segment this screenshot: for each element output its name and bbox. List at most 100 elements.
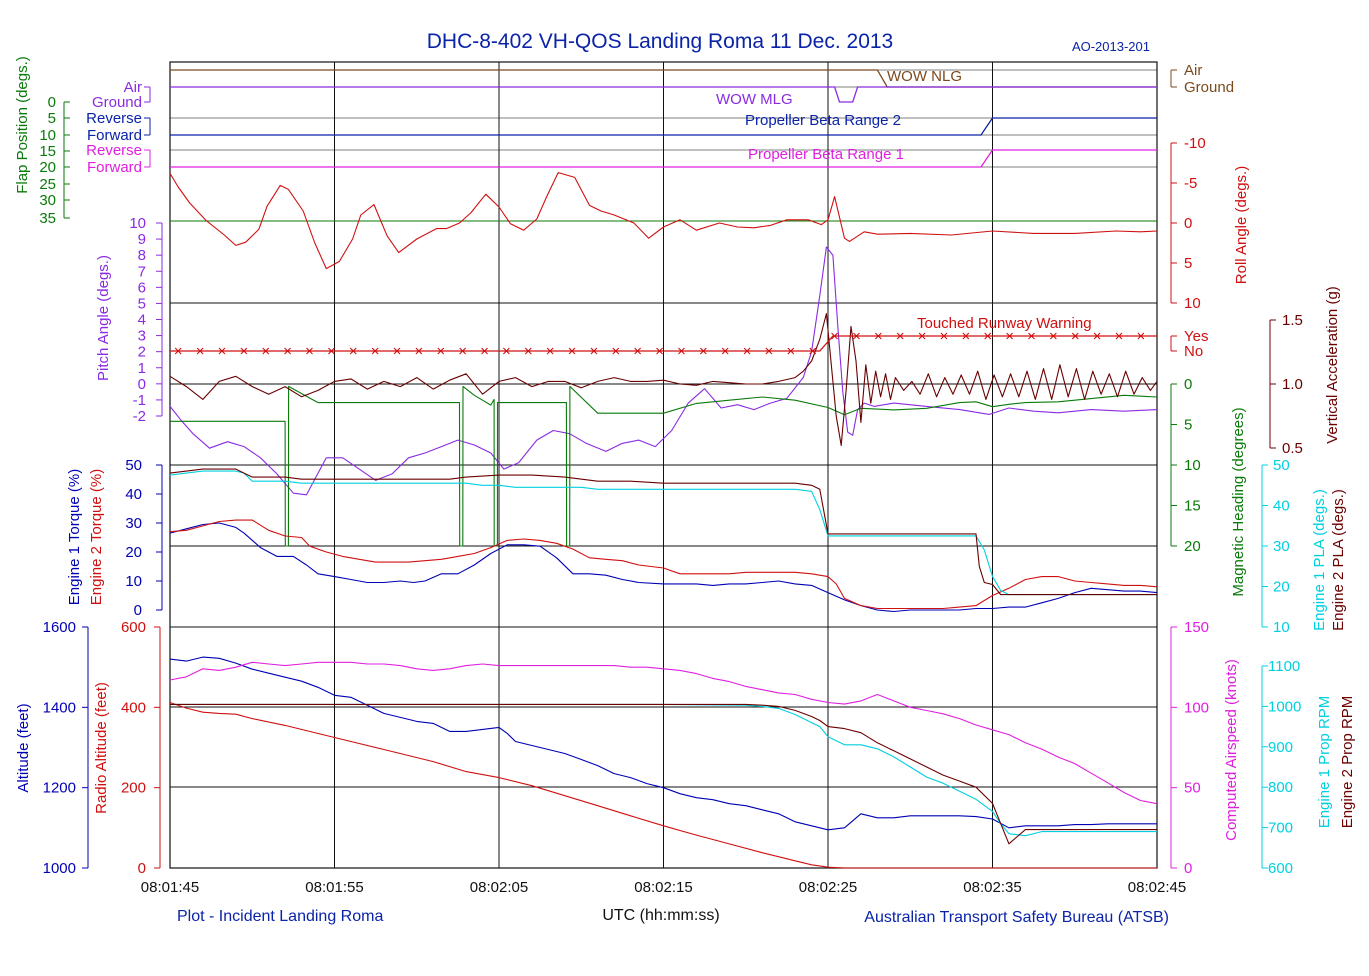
flap-axis-title: Flap Position (degs.) bbox=[14, 56, 31, 194]
runway-warning-marker bbox=[1093, 332, 1101, 340]
pitch-tick-label: -2 bbox=[133, 408, 146, 425]
flap-tick-label: 35 bbox=[39, 210, 56, 227]
pla-tick-label: 50 bbox=[1273, 457, 1290, 474]
runway-warning-marker bbox=[699, 347, 707, 355]
plot-frame bbox=[169, 61, 1158, 869]
vacc-tick-label: 1.5 bbox=[1282, 312, 1303, 329]
runway-warning-marker bbox=[787, 347, 795, 355]
x-tick-label: 08:02:25 bbox=[799, 879, 857, 896]
altitude-tick-label: 1600 bbox=[43, 619, 76, 636]
runway-warning-marker bbox=[1115, 332, 1123, 340]
beta1-trace bbox=[170, 149, 1157, 168]
runway-warning-marker bbox=[174, 347, 182, 355]
x-tick-label: 08:02:15 bbox=[634, 879, 692, 896]
runway-warning-marker bbox=[349, 347, 357, 355]
runway-warning-marker bbox=[546, 347, 554, 355]
cas-tick-label: 150 bbox=[1184, 619, 1209, 636]
footer-left: Plot - Incident Landing Roma bbox=[177, 908, 383, 925]
engine2-rpm-axis-title: Engine 2 Prop RPM bbox=[1339, 696, 1356, 829]
torque-tick-label: 0 bbox=[134, 602, 142, 619]
series-engine-1-torque bbox=[169, 522, 1158, 613]
footer-right: Australian Transport Safety Bureau (ATSB… bbox=[864, 909, 1169, 926]
cas-tick-label: 0 bbox=[1184, 860, 1192, 877]
roll-tick-label: 10 bbox=[1184, 295, 1201, 312]
beta2-state-label: Forward bbox=[87, 127, 142, 144]
pla-tick-label: 40 bbox=[1273, 498, 1290, 515]
runway-warning-marker bbox=[503, 347, 510, 355]
report-id: AO-2013-201 bbox=[1072, 39, 1150, 54]
flap-tick-label: 30 bbox=[39, 192, 56, 209]
rpm-tick-label: 900 bbox=[1268, 739, 1293, 756]
heading-tick-label: 0 bbox=[1184, 376, 1192, 393]
rpm-tick-label: 700 bbox=[1268, 820, 1293, 837]
series-layer bbox=[169, 172, 1158, 869]
wow-nlg-state-label: Air bbox=[1184, 62, 1202, 79]
engine1-torque-axis-title: Engine 1 Torque (%) bbox=[66, 469, 83, 605]
runway-warning-marker bbox=[721, 347, 729, 355]
runway-warning-state-label: Yes bbox=[1184, 328, 1208, 345]
runway-warning-marker bbox=[765, 347, 773, 355]
runway-warning-marker bbox=[590, 347, 598, 355]
runway-warning-marker bbox=[1006, 332, 1013, 340]
x-tick-label: 08:02:05 bbox=[470, 879, 528, 896]
runway-warning-marker bbox=[634, 347, 642, 355]
engine1-pla-axis-title: Engine 1 PLA (degs.) bbox=[1311, 489, 1328, 631]
series-engine-2-pla bbox=[169, 468, 1157, 596]
pla-tick-label: 30 bbox=[1273, 538, 1290, 555]
beta1-name: Propeller Beta Range 1 bbox=[748, 146, 904, 163]
runway-warning-marker bbox=[524, 347, 532, 355]
series-vertical-acceleration bbox=[169, 313, 1158, 446]
wow-nlg-state-label: Ground bbox=[1184, 79, 1234, 96]
pitch-tick-label: 9 bbox=[138, 231, 146, 248]
runway-warning-marker bbox=[853, 332, 860, 340]
runway-warning-trace bbox=[170, 335, 1157, 352]
beta1-state-label: Reverse bbox=[86, 142, 142, 159]
radalt-axis-title: Radio Altitude (feet) bbox=[93, 682, 110, 814]
roll-axis-title: Roll Angle (degs.) bbox=[1233, 166, 1250, 284]
runway-warning-marker bbox=[459, 347, 467, 355]
runway-warning-marker bbox=[306, 347, 313, 355]
series-roll-angle bbox=[169, 172, 1158, 270]
runway-warning-marker bbox=[327, 347, 335, 355]
roll-tick-label: 5 bbox=[1184, 255, 1192, 272]
runway-warning-name: Touched Runway Warning bbox=[917, 315, 1092, 332]
altitude-tick-label: 1400 bbox=[43, 699, 76, 716]
series-pitch-angle bbox=[169, 246, 1158, 496]
series-engine-2-prop-rpm bbox=[170, 703, 1157, 845]
torque-tick-label: 40 bbox=[125, 486, 142, 503]
vacc-tick-label: 1.0 bbox=[1282, 376, 1303, 393]
heading-tick-label: 15 bbox=[1184, 498, 1201, 515]
wow-mlg-name: WOW MLG bbox=[716, 91, 793, 108]
runway-warning-marker bbox=[809, 347, 817, 355]
x-tick-label: 08:02:35 bbox=[963, 879, 1021, 896]
pitch-tick-label: 0 bbox=[138, 376, 146, 393]
pitch-tick-label: -1 bbox=[133, 392, 146, 409]
series-altitude bbox=[169, 656, 1157, 831]
pitch-tick-label: 8 bbox=[138, 247, 146, 264]
flap-tick-label: 10 bbox=[39, 127, 56, 144]
pitch-tick-label: 4 bbox=[138, 312, 146, 329]
axes-layer: 08:01:45 08:01:55 08:02:05 08:02:15 08:02:25… bbox=[14, 56, 1356, 896]
runway-warning-marker bbox=[984, 332, 992, 340]
heading-tick-label: 20 bbox=[1184, 538, 1201, 555]
engine2-torque-axis-title: Engine 2 Torque (%) bbox=[88, 469, 105, 605]
rpm-tick-label: 600 bbox=[1268, 860, 1293, 877]
series-engine-2-torque bbox=[169, 519, 1158, 610]
runway-warning-marker bbox=[437, 347, 445, 355]
radalt-tick-label: 0 bbox=[138, 860, 146, 877]
runway-warning-marker bbox=[371, 347, 379, 355]
runway-warning-marker bbox=[1071, 332, 1079, 340]
runway-warning-marker bbox=[218, 347, 226, 355]
runway-warning-marker bbox=[1137, 332, 1145, 340]
x-tick-label: 08:01:55 bbox=[305, 879, 363, 896]
wow-mlg-state-label: Ground bbox=[92, 94, 142, 111]
engine2-pla-axis-title: Engine 2 PLA (degs.) bbox=[1330, 489, 1347, 631]
engine1-rpm-axis-title: Engine 1 Prop RPM bbox=[1316, 696, 1333, 829]
beta2-name: Propeller Beta Range 2 bbox=[745, 112, 901, 129]
pitch-tick-label: 7 bbox=[138, 263, 146, 280]
radalt-tick-label: 400 bbox=[121, 699, 146, 716]
beta2-state-label: Reverse bbox=[86, 110, 142, 127]
altitude-axis-title: Altitude (feet) bbox=[15, 703, 32, 792]
altitude-tick-label: 1200 bbox=[43, 780, 76, 797]
